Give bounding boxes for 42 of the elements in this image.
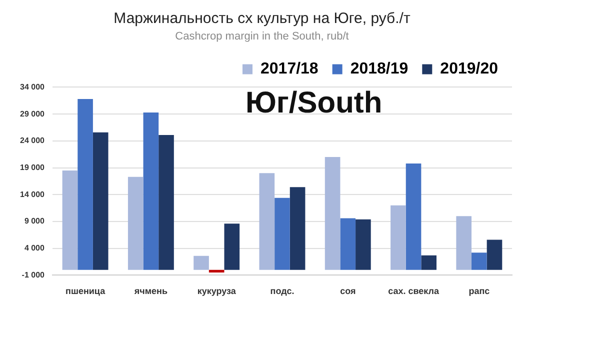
bar — [406, 163, 422, 270]
chart-subtitle: Cashcrop margin in the South, rub/t — [175, 30, 349, 43]
y-tick-label: 14 000 — [20, 190, 46, 199]
x-tick-label: кукуруза — [197, 286, 237, 296]
y-tick-label: -1 000 — [22, 270, 46, 280]
y-tick-label: 19 000 — [20, 162, 46, 172]
x-tick-label: рапс — [468, 286, 490, 296]
bar — [421, 255, 437, 270]
y-tick-label: 9 000 — [24, 216, 46, 226]
annotation: Юг/South — [245, 86, 382, 120]
x-tick-label: соя — [340, 286, 356, 296]
legend-label: 2018/19 — [350, 60, 408, 78]
bar — [158, 135, 174, 270]
chart-title: Маржинальность сх культур на Юге, руб./т — [114, 10, 410, 28]
bar — [224, 224, 240, 270]
bar — [486, 240, 502, 270]
legend-label: 2017/18 — [260, 60, 318, 78]
y-tick-label: 24 000 — [20, 136, 46, 146]
x-tick-label: подс. — [270, 286, 294, 296]
bar — [143, 112, 159, 270]
legend-label: 2019/20 — [440, 60, 498, 78]
bar — [290, 187, 306, 270]
bar — [340, 218, 356, 270]
x-tick-label: сах. свекла — [388, 286, 440, 296]
y-tick-label: 34 000 — [20, 82, 46, 92]
y-tick-label: 29 000 — [20, 109, 46, 118]
bar — [62, 170, 78, 270]
bar — [194, 256, 209, 270]
bar — [128, 176, 144, 270]
x-tick-label: пшеница — [66, 286, 106, 296]
y-tick-label: 4 000 — [24, 244, 46, 253]
bar — [208, 270, 224, 273]
bar — [78, 99, 93, 270]
bar — [390, 205, 406, 270]
bar — [259, 173, 275, 270]
bar — [356, 219, 371, 270]
bar — [324, 157, 340, 270]
bar — [456, 216, 472, 270]
x-tick-label: ячмень — [134, 286, 168, 296]
bar — [472, 252, 487, 270]
bar — [274, 198, 290, 270]
bar — [92, 132, 108, 270]
